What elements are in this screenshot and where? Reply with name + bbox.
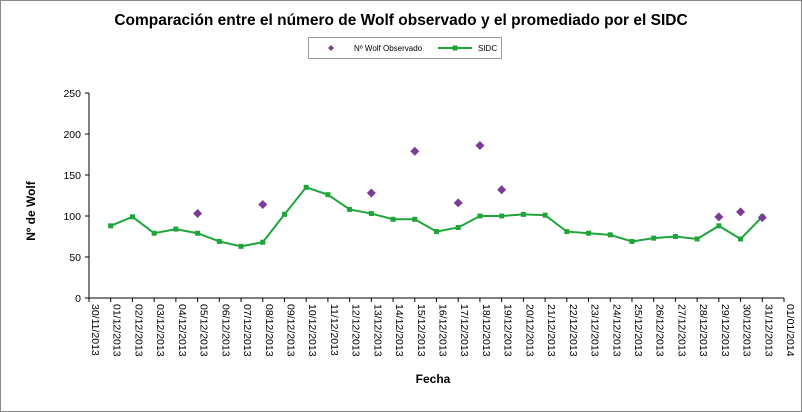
y-tick-label: 250 — [63, 88, 81, 100]
x-tick-label: 29/12/2013 — [719, 304, 731, 357]
observed-point — [193, 209, 203, 219]
legend-label-observed: Nº Wolf Observado — [354, 43, 423, 53]
x-tick-label: 30/11/2013 — [89, 304, 101, 356]
sidc-point — [390, 216, 396, 222]
sidc-point — [129, 214, 135, 220]
x-tick-label: 25/12/2013 — [632, 304, 644, 357]
sidc-point — [238, 243, 244, 249]
y-tick-label: 100 — [63, 211, 81, 223]
x-tick-label: 27/12/2013 — [675, 304, 687, 357]
sidc-point — [195, 230, 201, 236]
sidc-point — [368, 211, 374, 217]
sidc-point — [347, 206, 353, 212]
observed-point — [453, 198, 463, 208]
y-tick-label: 0 — [75, 293, 81, 305]
observed-point — [757, 213, 767, 223]
legend-item-observed: Nº Wolf Observado — [311, 38, 422, 58]
observed-point — [475, 140, 485, 150]
x-tick-label: 22/12/2013 — [567, 304, 579, 357]
sidc-point — [303, 184, 309, 190]
sidc-series-line — [110, 186, 763, 248]
legend-line-square-icon — [438, 45, 472, 51]
sidc-point — [607, 232, 613, 238]
sidc-point — [564, 229, 570, 235]
x-tick-label: 09/12/2013 — [284, 304, 296, 357]
observed-point — [258, 200, 268, 210]
y-tick-label: 50 — [69, 252, 81, 264]
x-tick-label: 06/12/2013 — [219, 304, 231, 357]
legend-diamond-icon — [328, 45, 334, 51]
x-tick-label: 04/12/2013 — [176, 304, 188, 357]
sidc-point — [173, 226, 179, 232]
sidc-point — [499, 213, 505, 219]
sidc-point — [694, 236, 700, 242]
x-tick-label: 13/12/2013 — [371, 304, 383, 357]
sidc-point — [629, 238, 635, 244]
y-axis-title: Nº de Wolf — [24, 180, 38, 240]
x-tick-label: 07/12/2013 — [241, 304, 253, 357]
x-tick-label: 16/12/2013 — [437, 304, 449, 357]
x-tick-label: 28/12/2013 — [697, 304, 709, 357]
sidc-point — [151, 230, 157, 236]
sidc-point — [412, 216, 418, 222]
sidc-point — [108, 223, 114, 229]
legend-label-sidc: SIDC — [478, 43, 498, 53]
x-tick-label: 15/12/2013 — [415, 304, 427, 357]
x-tick-label: 01/01/2014 — [784, 304, 796, 357]
x-tick-label: 02/12/2013 — [132, 304, 144, 357]
x-tick-label: 31/12/2013 — [762, 304, 774, 357]
x-tick-label: 26/12/2013 — [654, 304, 666, 357]
x-tick-label: 12/12/2013 — [350, 304, 362, 357]
sidc-point — [586, 230, 592, 236]
sidc-point — [325, 192, 331, 198]
x-tick-label: 05/12/2013 — [198, 304, 210, 357]
observed-point — [736, 207, 746, 217]
sidc-point — [477, 213, 483, 219]
x-axis-title: Fecha — [416, 372, 451, 386]
observed-point — [366, 188, 376, 198]
sidc-point — [520, 211, 526, 217]
x-tick-label: 08/12/2013 — [263, 304, 275, 357]
x-tick-label: 10/12/2013 — [306, 304, 318, 357]
sidc-point — [260, 239, 266, 245]
x-tick-label: 19/12/2013 — [502, 304, 514, 357]
x-tick-label: 21/12/2013 — [545, 304, 557, 357]
chart-title: Comparación entre el número de Wolf obse… — [114, 12, 688, 29]
x-tick-label: 23/12/2013 — [589, 304, 601, 357]
sidc-point — [455, 224, 461, 230]
sidc-point — [434, 229, 439, 235]
observed-point — [497, 185, 507, 195]
x-tick-label: 17/12/2013 — [458, 304, 470, 357]
observed-point — [410, 146, 420, 156]
x-tick-label: 18/12/2013 — [480, 304, 492, 357]
sidc-point — [216, 238, 222, 244]
x-tick-label: 01/12/2013 — [111, 304, 123, 357]
x-tick-label: 11/12/2013 — [328, 304, 340, 356]
sidc-point — [738, 236, 744, 242]
sidc-point — [716, 223, 722, 229]
x-tick-label: 30/12/2013 — [741, 304, 753, 357]
x-tick-label: 03/12/2013 — [154, 304, 166, 357]
y-tick-label: 150 — [63, 170, 81, 182]
x-tick-label: 14/12/2013 — [393, 304, 405, 357]
sidc-point — [672, 234, 678, 239]
observed-point — [714, 212, 724, 222]
legend: Nº Wolf Observado SIDC — [308, 37, 502, 59]
sidc-point — [651, 235, 657, 241]
sidc-point — [542, 212, 548, 218]
y-tick-label: 200 — [63, 129, 81, 141]
legend-item-sidc: SIDC — [435, 38, 497, 58]
x-tick-label: 20/12/2013 — [523, 304, 535, 357]
sidc-point — [281, 211, 287, 217]
x-tick-label: 24/12/2013 — [610, 304, 622, 357]
